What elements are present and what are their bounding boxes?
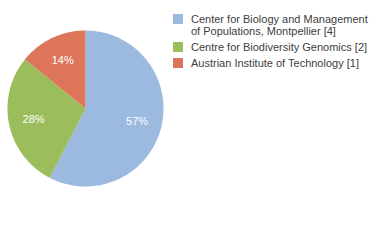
html-text:Center for Biology and Managem: Center for Biology and Management of Pop… [191,13,368,37]
html-text:Centre for Biodiversity Genomi: Centre for Biodiversity Genomics [2] [191,41,368,53]
svg-text:14%: 14% [52,54,74,66]
svg-text:57%: 57% [126,115,148,127]
html-text:Austrian Institute of Technolo: Austrian Institute of Technology [1] [191,57,359,69]
svg-text:28%: 28% [23,113,45,125]
